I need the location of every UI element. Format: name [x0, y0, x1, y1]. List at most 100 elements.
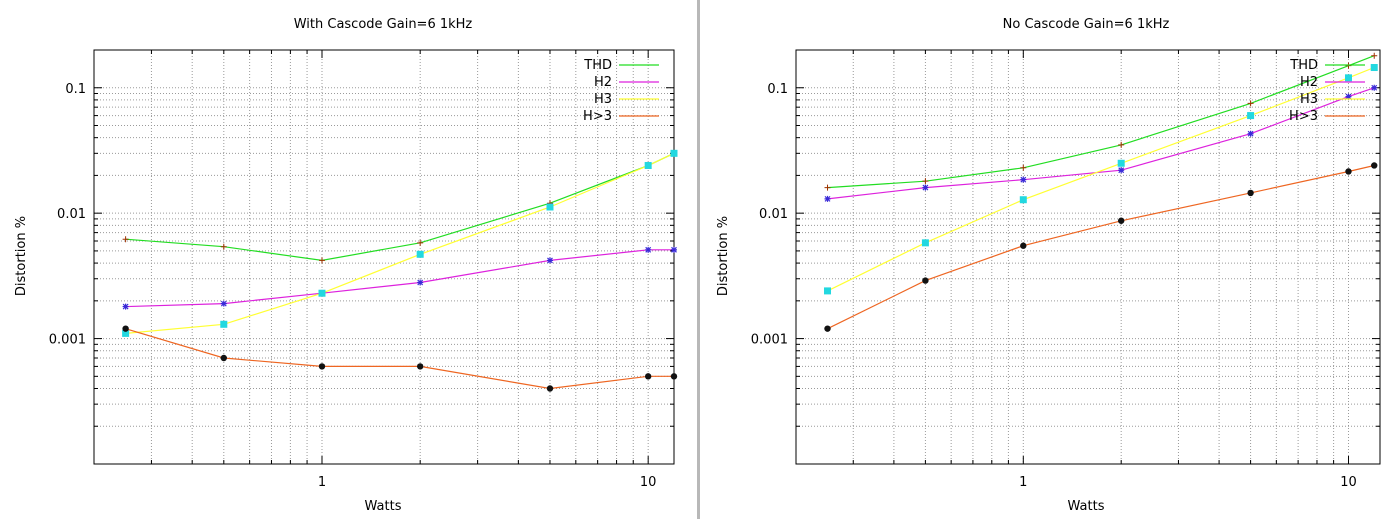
y-axis-label: Distortion %: [716, 216, 731, 296]
data-point: [1247, 112, 1255, 120]
x-axis-label: Watts: [1068, 499, 1105, 514]
data-point: [1345, 62, 1352, 69]
data-point: [824, 195, 831, 202]
legend-label: H3: [594, 92, 612, 107]
data-point: [922, 277, 929, 284]
y-tick-label: 0.1: [65, 82, 86, 97]
data-point: [546, 257, 553, 264]
data-point: [1020, 176, 1027, 183]
data-point: [1371, 52, 1378, 59]
data-point: [1117, 159, 1125, 167]
series-h-3: [824, 162, 1378, 332]
data-point: [922, 184, 929, 191]
legend-label: H2: [1300, 75, 1318, 90]
data-point: [645, 246, 652, 253]
data-point: [824, 184, 831, 191]
data-point: [318, 257, 325, 264]
series-h2: [122, 246, 677, 310]
legend-label: H3: [1300, 92, 1318, 107]
data-point: [644, 373, 652, 380]
data-point: [1118, 141, 1125, 148]
data-point: [220, 320, 228, 328]
data-point: [416, 250, 424, 258]
y-axis-label: Distortion %: [14, 216, 29, 296]
data-point: [670, 373, 678, 380]
data-point: [1345, 93, 1352, 100]
data-point: [1345, 168, 1352, 175]
data-point: [220, 243, 227, 250]
data-point: [1370, 64, 1378, 72]
data-point: [220, 354, 228, 362]
y-tick-label: 0.1: [767, 82, 788, 97]
data-point: [1371, 84, 1378, 91]
data-point: [417, 279, 424, 286]
series-line: [125, 152, 675, 334]
series-line: [125, 328, 674, 390]
data-point: [1019, 196, 1027, 204]
data-point: [1247, 189, 1254, 197]
series-thd: [122, 150, 677, 264]
series-line: [125, 249, 674, 308]
series-line: [827, 66, 1375, 292]
series-h3: [122, 149, 678, 337]
y-tick-label: 0.01: [759, 207, 788, 222]
data-point: [546, 385, 554, 392]
grid: [94, 50, 674, 464]
data-point: [824, 325, 831, 332]
legend-label: H>3: [583, 109, 612, 124]
data-point: [824, 287, 832, 295]
series-h-3: [122, 325, 678, 392]
y-tick-label: 0.001: [49, 333, 86, 348]
data-point: [416, 363, 424, 370]
data-point: [1247, 100, 1254, 107]
data-point: [122, 325, 129, 332]
series-thd: [824, 52, 1378, 191]
chart-title: With Cascode Gain=6 1kHz: [294, 17, 473, 32]
plot-frame: [795, 49, 1381, 465]
legend: THD H2 H3 H>3: [583, 58, 659, 124]
data-point: [318, 363, 326, 370]
legend-label: THD: [583, 58, 612, 73]
data-point: [1344, 74, 1352, 82]
x-tick-label: 10: [1340, 475, 1357, 490]
tick-marks: [94, 50, 674, 464]
panel-divider: [697, 0, 700, 519]
x-tick-label: 1: [1019, 475, 1027, 490]
legend-label: H>3: [1289, 109, 1318, 124]
data-point: [1118, 167, 1125, 174]
data-point: [220, 300, 227, 307]
data-point: [122, 236, 129, 243]
data-point: [671, 246, 677, 253]
data-point: [122, 329, 130, 337]
x-tick-label: 10: [640, 475, 657, 490]
tick-marks: [796, 50, 1380, 464]
data-point: [922, 178, 929, 185]
x-tick-label: 1: [318, 475, 326, 490]
x-axis-label: Watts: [365, 499, 402, 514]
data-point: [670, 149, 678, 157]
plot-frame: [93, 49, 675, 465]
chart-no-cascode: No Cascode Gain=6 1kHz Watts Distortion …: [716, 17, 1381, 514]
series-line: [125, 152, 675, 262]
data-point: [1020, 242, 1027, 249]
y-tick-label: 0.001: [751, 333, 788, 348]
data-point: [417, 239, 424, 246]
chart-title: No Cascode Gain=6 1kHz: [1003, 17, 1170, 32]
data-point: [921, 239, 929, 247]
data-point: [1020, 164, 1027, 171]
chart-panel-no-cascode: No Cascode Gain=6 1kHz Watts Distortion …: [700, 0, 1384, 519]
data-point: [122, 303, 129, 310]
data-point: [546, 203, 554, 211]
data-point: [1117, 217, 1125, 224]
chart-panel-with-cascode: With Cascode Gain=6 1kHz Watts Distortio…: [14, 17, 678, 514]
legend: THD H2 H3 H>3: [1289, 58, 1365, 124]
data-point: [1371, 162, 1378, 169]
series-h2: [824, 84, 1378, 202]
data-point: [318, 289, 326, 297]
series-h3: [824, 64, 1378, 295]
chart-with-cascode: With Cascode Gain=6 1kHz Watts Distortio…: [14, 17, 678, 514]
legend-label: H2: [594, 75, 612, 90]
y-tick-label: 0.01: [57, 207, 86, 222]
legend-label: THD: [1289, 58, 1318, 73]
data-point: [1247, 130, 1254, 137]
